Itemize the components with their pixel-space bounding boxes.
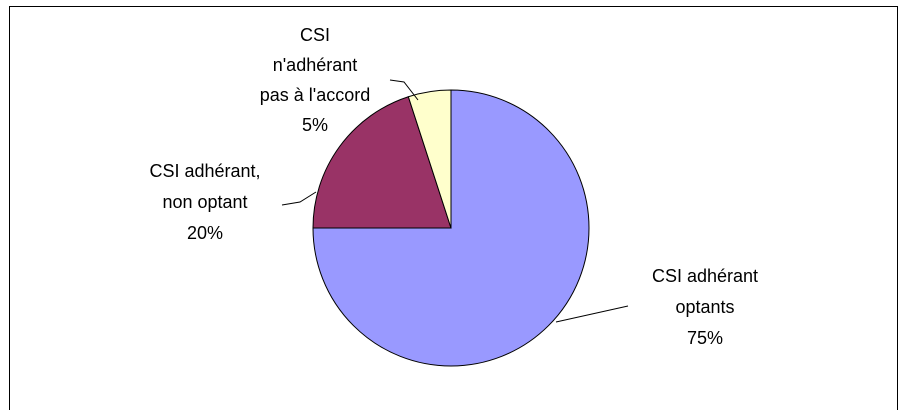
category-label: CSI adhérant, non optant [149, 161, 261, 212]
slice-label: CSI adhérant, non optant 20% [149, 156, 260, 249]
category-label: CSI n'adhérant pas à l'accord [259, 25, 371, 105]
category-label: CSI adhérant optants [651, 266, 759, 317]
frame [9, 6, 898, 410]
pie-slice [312, 96, 452, 229]
pie-slice [407, 89, 452, 229]
slice-label: CSI n'adhérant pas à l'accord 5% [260, 20, 371, 140]
leader-line [281, 191, 317, 206]
leader-line [389, 79, 419, 101]
pie-slice [312, 89, 590, 367]
value-label: 75% [686, 328, 724, 348]
leader-line [555, 305, 629, 323]
slice-label: CSI adhérant optants 75% [652, 261, 758, 354]
value-label: 5% [301, 115, 328, 135]
value-label: 20% [186, 223, 224, 243]
